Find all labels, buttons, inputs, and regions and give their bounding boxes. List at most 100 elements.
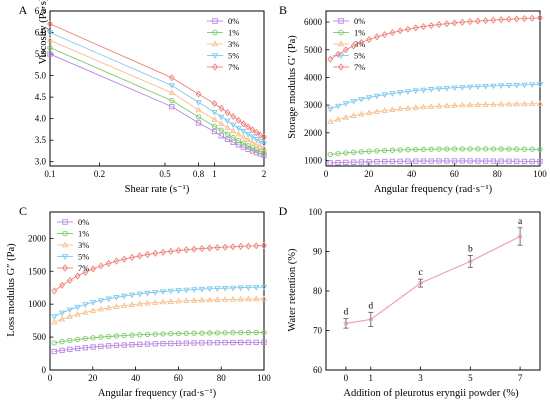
- data-point-1pct: [490, 146, 497, 152]
- data-point-5pct: [214, 286, 221, 292]
- data-point-5pct: [66, 307, 74, 314]
- data-point-1pct: [498, 146, 504, 152]
- legend-label: 0%: [228, 16, 239, 26]
- data-point-5pct: [159, 289, 167, 295]
- data-point-3pct: [240, 133, 247, 140]
- data-point-5pct: [144, 290, 151, 297]
- data-point-3pct: [381, 107, 388, 113]
- data-point-0pct: [253, 339, 259, 346]
- data-point-5pct: [240, 128, 247, 135]
- data-point-3pct: [58, 315, 66, 322]
- data-point-1pct: [230, 330, 236, 336]
- data-point-7pct: [47, 20, 53, 28]
- panel-label: C: [19, 204, 27, 218]
- data-point-0pct: [224, 136, 231, 142]
- x-tick-label: 80: [493, 169, 503, 179]
- data-point-1pct: [230, 134, 236, 141]
- series-line-5pct: [49, 32, 265, 144]
- x-tick-label: 100: [257, 373, 271, 383]
- data-point-3pct: [257, 143, 264, 149]
- data-point-1pct: [218, 127, 224, 133]
- x-tick-label: 7: [518, 373, 523, 383]
- data-point-5pct: [334, 103, 342, 110]
- data-point-3pct: [513, 100, 520, 107]
- data-point-1pct: [240, 140, 247, 146]
- legend-marker: [61, 254, 69, 261]
- data-point-3pct: [136, 300, 143, 307]
- data-point-7pct: [160, 248, 166, 256]
- data-point-0pct: [475, 158, 481, 164]
- data-point-3pct: [190, 297, 198, 303]
- data-point-1pct: [191, 330, 197, 336]
- data-point: [517, 234, 523, 239]
- data-point-1pct: [459, 146, 465, 152]
- data-point-7pct: [373, 33, 380, 41]
- data-point-7pct: [224, 109, 231, 117]
- data-point-1pct: [214, 330, 221, 336]
- y-tick-label: 6000: [304, 17, 323, 27]
- data-point-5pct: [428, 87, 435, 93]
- data-point-1pct: [137, 332, 143, 338]
- x-tick-label: 1: [369, 373, 374, 383]
- data-point-3pct: [435, 102, 443, 109]
- data-point-0pct: [335, 160, 341, 166]
- legend-marker: [62, 219, 68, 225]
- data-point-7pct: [381, 31, 388, 39]
- data-point: [368, 317, 374, 322]
- data-point-1pct: [350, 149, 357, 155]
- y-tick-label: 5.0: [35, 71, 47, 81]
- data-point-3pct: [51, 318, 58, 325]
- data-point-3pct: [198, 296, 206, 303]
- x-tick-label: 5: [468, 373, 473, 383]
- data-point-3pct: [389, 106, 396, 112]
- data-point-0pct: [413, 158, 419, 164]
- y-tick-label: 4000: [304, 72, 323, 82]
- data-point-1pct: [405, 147, 411, 153]
- data-point-3pct: [412, 104, 419, 110]
- data-point-7pct: [366, 35, 373, 44]
- y-tick-label: 1500: [28, 266, 47, 276]
- data-point-3pct: [327, 118, 334, 124]
- x-tick-label: 40: [407, 169, 417, 179]
- y-tick-label: 6.5: [35, 6, 47, 16]
- data-point-7pct: [467, 18, 473, 26]
- data-point-0pct: [374, 158, 380, 165]
- data-point-1pct: [389, 147, 396, 153]
- y-tick-label: 3.5: [35, 135, 47, 145]
- y-tick-label: 0: [42, 365, 47, 375]
- y-axis-label: Storage modulus G′ (Pa): [287, 35, 298, 139]
- data-point-3pct: [159, 298, 167, 305]
- data-point-3pct: [214, 296, 221, 302]
- x-tick-label: 60: [450, 169, 460, 179]
- data-point-1pct: [222, 330, 228, 336]
- data-point-0pct: [74, 345, 81, 352]
- panel-label: A: [19, 3, 28, 17]
- data-point-1pct: [59, 338, 65, 345]
- data-point-0pct: [245, 339, 252, 346]
- data-point-5pct: [229, 285, 237, 292]
- data-point-7pct: [175, 246, 182, 255]
- legend-marker: [61, 241, 69, 248]
- data-point-1pct: [397, 147, 403, 153]
- significance-label: d: [368, 301, 373, 311]
- data-point-1pct: [451, 146, 458, 152]
- legend-label: 7%: [228, 62, 239, 72]
- data-point-3pct: [474, 101, 482, 107]
- data-point-3pct: [253, 295, 260, 302]
- data-point-1pct: [169, 97, 175, 104]
- panel-a: 0.1 0.2 0.5 0.8 1 2 3.0 3.5 4.0 4.5 5.0 5.5 6.0 6.5 Sh…: [19, 0, 268, 195]
- data-point-5pct: [521, 82, 528, 89]
- data-point-1pct: [343, 150, 349, 156]
- x-axis-label: Addition of pleurotus eryngii powder (%): [343, 388, 519, 399]
- data-point-7pct: [168, 74, 175, 82]
- data-point-3pct: [89, 307, 97, 313]
- legend-label: 5%: [354, 51, 365, 61]
- data-point-3pct: [365, 109, 373, 116]
- data-point-3pct: [46, 36, 54, 43]
- x-tick-label: 0: [324, 169, 329, 179]
- data-point-0pct: [261, 339, 267, 345]
- series-line-1pct: [49, 47, 265, 154]
- data-point-1pct: [113, 333, 120, 339]
- data-point-5pct: [396, 90, 404, 96]
- y-tick-label: 70: [313, 326, 323, 336]
